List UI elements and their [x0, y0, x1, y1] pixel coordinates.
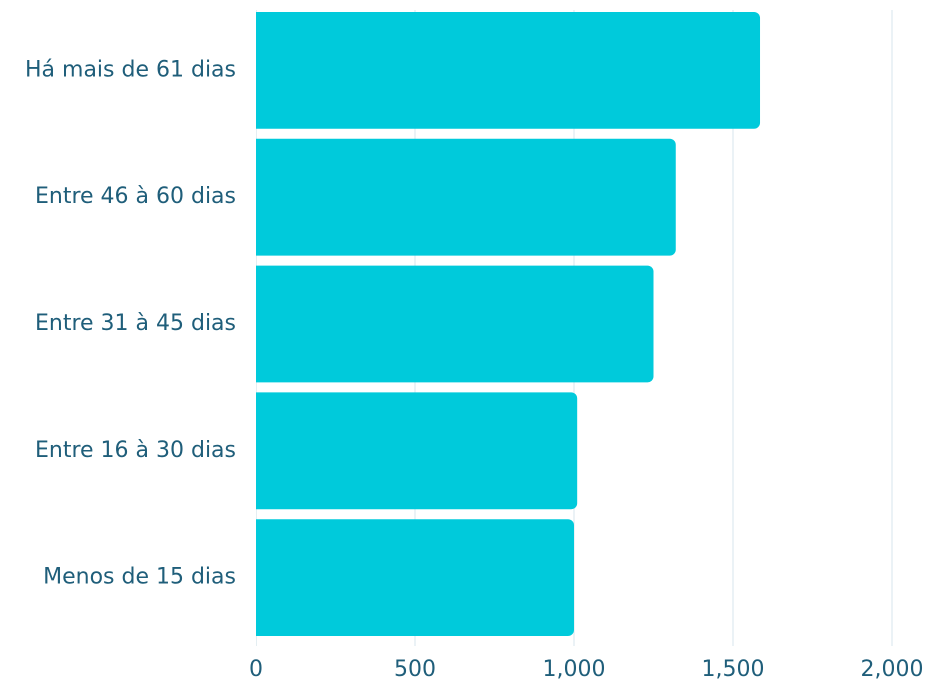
- x-tick-label-0: 0: [249, 657, 263, 682]
- category-label-2: Entre 31 à 45 dias: [35, 311, 236, 336]
- x-tick-label-2: 1,000: [543, 657, 606, 682]
- x-tick-label-4: 2,000: [861, 657, 924, 682]
- category-label-1: Entre 46 à 60 dias: [35, 184, 236, 209]
- category-label-3: Entre 16 à 30 dias: [35, 438, 236, 463]
- category-label-0: Há mais de 61 dias: [25, 57, 236, 82]
- category-label-4: Menos de 15 dias: [43, 565, 236, 590]
- x-tick-label-3: 1,500: [702, 657, 765, 682]
- bar-0: [250, 12, 761, 129]
- x-axis-ticks: 0 500 1,000 1,500 2,000: [249, 657, 923, 682]
- bars: [248, 0, 761, 648]
- axis-mask: [248, 0, 256, 648]
- category-labels: Há mais de 61 dias Entre 46 à 60 dias Entr…: [25, 57, 236, 589]
- bar-1: [250, 138, 676, 256]
- x-tick-label-1: 500: [394, 657, 436, 682]
- bar-4: [250, 519, 574, 636]
- bar-3: [250, 392, 578, 510]
- bar-2: [250, 265, 654, 383]
